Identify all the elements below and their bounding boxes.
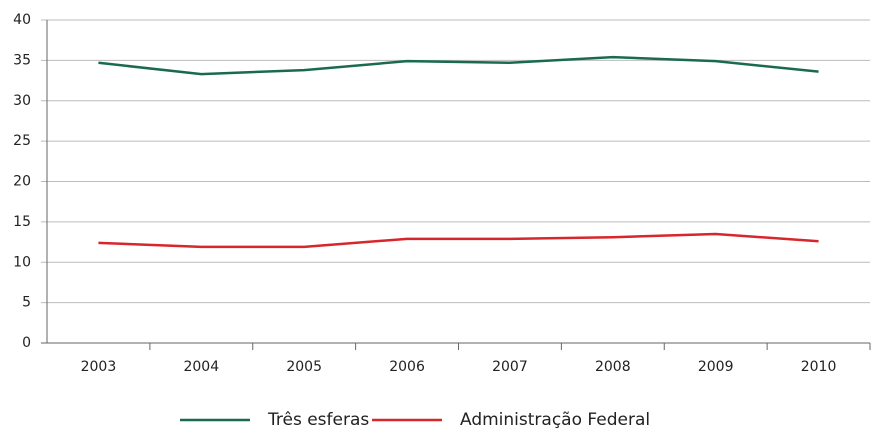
y-tick-label: 20 [13,174,31,190]
legend: Três esferas Administração Federal [180,410,650,429]
legend-label: Administração Federal [460,410,650,429]
y-tick-label: 10 [13,254,31,270]
legend-label: Três esferas [267,410,369,429]
x-tick-label: 2003 [81,359,117,375]
x-tick-label: 2008 [595,359,631,375]
x-tick-label: 2006 [389,359,425,375]
x-tick-label: 2007 [492,359,528,375]
y-tick-label: 15 [13,214,31,230]
y-tick-label: 40 [13,12,31,28]
y-tick-label: 30 [13,93,31,109]
y-tick-label: 25 [13,133,31,149]
y-tick-label: 5 [22,295,31,311]
x-tick-label: 2009 [698,359,734,375]
x-tick-label: 2010 [801,359,837,375]
line-series [98,55,819,76]
line-series [98,232,819,249]
y-tick-label: 0 [22,335,31,351]
y-tick-label: 35 [13,52,31,68]
x-tick-label: 2005 [286,359,322,375]
x-tick-label: 2004 [183,359,219,375]
